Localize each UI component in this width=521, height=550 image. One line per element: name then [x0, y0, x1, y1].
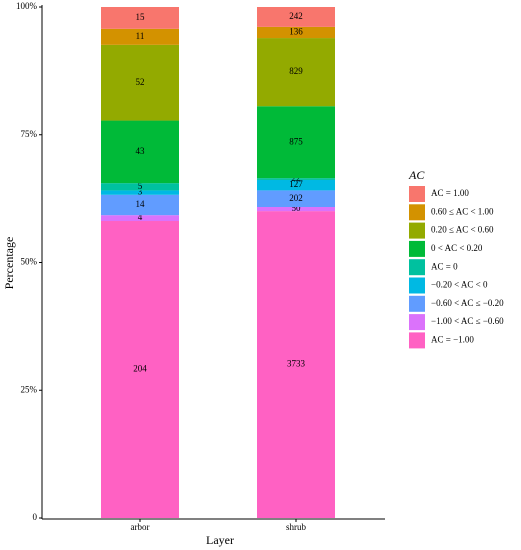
legend-label: AC = 0 [431, 261, 458, 271]
bar-segment [101, 215, 179, 222]
bar-segment [257, 26, 335, 39]
bar-segment [101, 194, 179, 216]
data-label: 14 [136, 199, 146, 209]
bar-segment [101, 28, 179, 45]
bar-segment [257, 190, 335, 208]
data-label: 11 [136, 31, 145, 41]
data-label: 5 [138, 181, 143, 191]
data-label: 3 [138, 187, 143, 197]
legend-key [409, 332, 425, 349]
data-label: 127 [289, 179, 303, 189]
legend-label: −0.60 < AC ≤ −0.20 [431, 298, 504, 308]
legend-key [409, 204, 425, 221]
legend-label: 0.20 ≤ AC < 0.60 [431, 225, 494, 235]
legend-key [409, 295, 425, 312]
data-label: 875 [289, 136, 303, 146]
y-axis-title: Percentage [2, 237, 16, 290]
bar-segment [257, 211, 335, 519]
legend-key [409, 277, 425, 294]
legend-label: 0.60 ≤ AC < 1.00 [431, 206, 494, 216]
y-tick-label: 25% [21, 384, 38, 394]
bar-segment [101, 120, 179, 184]
legend-key [409, 186, 425, 202]
data-label: 4 [138, 212, 143, 222]
bar-segment [101, 44, 179, 121]
data-label: 15 [136, 12, 146, 22]
x-tick-label: shrub [286, 522, 306, 532]
data-label: 202 [289, 193, 303, 203]
data-label: 242 [289, 11, 303, 21]
legend-label: −0.20 < AC < 0 [431, 280, 488, 290]
bar-segment [257, 179, 335, 191]
bar-segment [257, 106, 335, 179]
legend-key [409, 314, 425, 331]
data-label: 829 [289, 66, 303, 76]
legend-key [409, 222, 425, 239]
bar-segment [257, 7, 335, 27]
y-tick-label: 75% [21, 129, 38, 139]
legend-label: −1.00 < AC ≤ −0.60 [431, 316, 504, 326]
bar-segment [101, 190, 179, 195]
legend-title: AC [408, 168, 425, 182]
legend-label: AC = 1.00 [431, 188, 469, 198]
bar-segment [101, 7, 179, 29]
data-label: 50 [292, 203, 302, 213]
x-tick-label: arbor [131, 522, 150, 532]
legend-key [409, 240, 425, 257]
bar-segment [257, 38, 335, 107]
data-label: 204 [133, 364, 147, 374]
bar-segment [101, 221, 179, 518]
legend-key [409, 259, 425, 276]
data-label: 3733 [287, 359, 306, 369]
bar-segment [257, 178, 335, 180]
y-tick-label: 50% [21, 257, 38, 267]
y-tick-label: 100% [16, 1, 38, 11]
data-label: 43 [136, 146, 146, 156]
x-axis-title: Layer [206, 533, 234, 547]
data-label: 52 [136, 77, 145, 87]
legend-label: 0 < AC < 0.20 [431, 243, 483, 253]
bar-segment [257, 207, 335, 212]
legend-label: AC = −1.00 [431, 334, 474, 344]
data-label: 136 [289, 27, 303, 37]
y-tick-label: 0 [33, 512, 38, 522]
bar-segment [101, 183, 179, 191]
